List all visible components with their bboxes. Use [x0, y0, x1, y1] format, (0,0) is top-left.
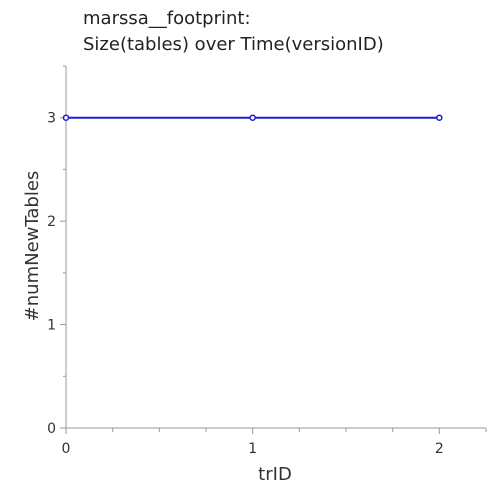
y-axis-label: #numNewTables	[22, 171, 43, 322]
series	[62, 114, 443, 121]
y-tick-label: 3	[47, 111, 56, 127]
y-tick-label: 1	[47, 318, 56, 334]
chart-title-line-1: marssa__footprint:	[83, 8, 251, 29]
y-tick-label: 2	[47, 214, 56, 230]
x-axis-label: trID	[258, 464, 292, 485]
axes	[65, 66, 486, 429]
tick-labels: 0 1 2 3 0 1 2	[47, 111, 444, 457]
chart-title-line-2: Size(tables) over Time(versionID)	[83, 34, 384, 55]
x-tick-label: 1	[248, 441, 257, 457]
x-tick-label: 2	[435, 441, 444, 457]
data-point	[436, 114, 443, 121]
ticks	[60, 65, 487, 434]
x-tick-label: 0	[62, 441, 71, 457]
data-point	[62, 114, 70, 121]
data-point	[249, 114, 256, 121]
y-tick-label: 0	[47, 421, 56, 437]
